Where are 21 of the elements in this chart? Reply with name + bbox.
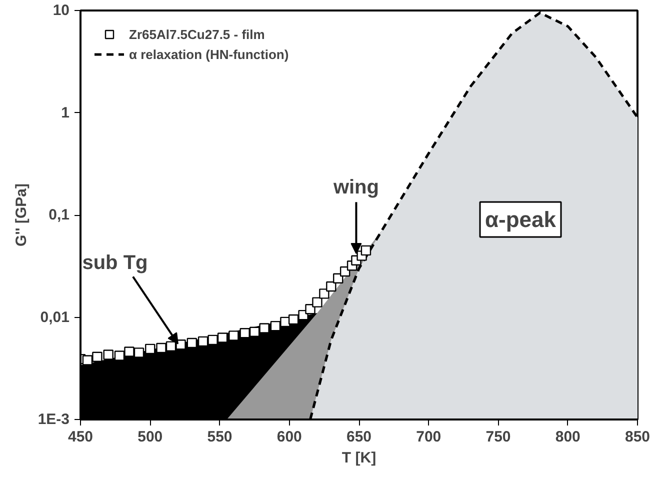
y-tick-label: 0,01 — [40, 308, 70, 326]
x-tick-label: 750 — [486, 428, 511, 446]
x-tick-label: 700 — [416, 428, 442, 446]
legend-label: Zr65Al7.5Cu27.5 - film — [129, 26, 265, 42]
annotation: α-peak — [485, 207, 557, 232]
annotation: wing — [332, 176, 379, 199]
y-tick-label: 1E-3 — [38, 411, 70, 428]
x-tick-label: 450 — [68, 428, 94, 446]
x-tick-label: 600 — [276, 428, 302, 446]
y-axis-title: G'' [GPa] — [12, 184, 30, 246]
y-tick-label: 1 — [61, 104, 70, 122]
x-tick-label: 550 — [207, 428, 232, 446]
x-tick-label: 800 — [555, 428, 580, 446]
y-tick-label: 0,1 — [48, 206, 70, 224]
annotation: sub Tg — [82, 252, 148, 274]
y-tick-label: 10 — [52, 2, 70, 19]
legend-label: α relaxation (HN-function) — [129, 46, 289, 62]
x-tick-label: 650 — [346, 428, 372, 446]
x-tick-label: 850 — [624, 428, 650, 446]
x-axis-title: T [K] — [342, 450, 376, 466]
x-tick-label: 500 — [138, 428, 163, 446]
